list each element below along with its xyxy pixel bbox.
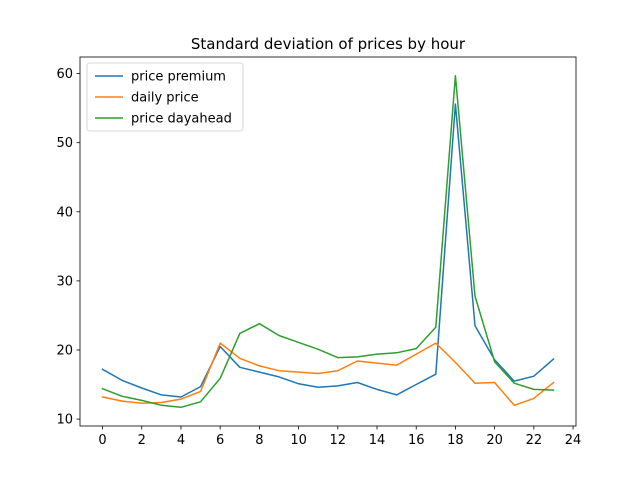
series-line-daily-price (101, 342, 555, 407)
y-tick-label: 20 (56, 343, 73, 358)
legend-label: price dayahead (131, 112, 232, 127)
x-tick-label: 2 (138, 433, 146, 448)
legend-label: daily price (131, 91, 199, 106)
x-tick-label: 18 (447, 433, 464, 448)
y-tick-label: 30 (56, 274, 73, 289)
x-tick-label: 0 (98, 433, 106, 448)
x-tick-label: 16 (408, 433, 425, 448)
x-tick-label: 22 (526, 433, 543, 448)
legend-box (86, 62, 244, 132)
y-tick-label: 40 (56, 205, 73, 220)
y-tick-label: 50 (56, 136, 73, 151)
x-tick-label: 8 (255, 433, 263, 448)
series-line-price-dayahead (101, 74, 555, 409)
x-tick-label: 4 (177, 433, 185, 448)
axes-frame (79, 56, 577, 427)
x-tick-label: 24 (565, 433, 582, 448)
x-tick-label: 10 (290, 433, 307, 448)
x-tick-label: 20 (486, 433, 503, 448)
legend-label: price premium (131, 70, 226, 85)
x-tick-label: 12 (330, 433, 347, 448)
y-tick-label: 10 (56, 413, 73, 428)
series-line-price-premium (101, 103, 555, 398)
chart-title: Standard deviation of prices by hour (191, 35, 466, 53)
x-tick-label: 6 (216, 433, 224, 448)
y-tick-label: 60 (56, 67, 73, 82)
x-tick-label: 14 (369, 433, 386, 448)
